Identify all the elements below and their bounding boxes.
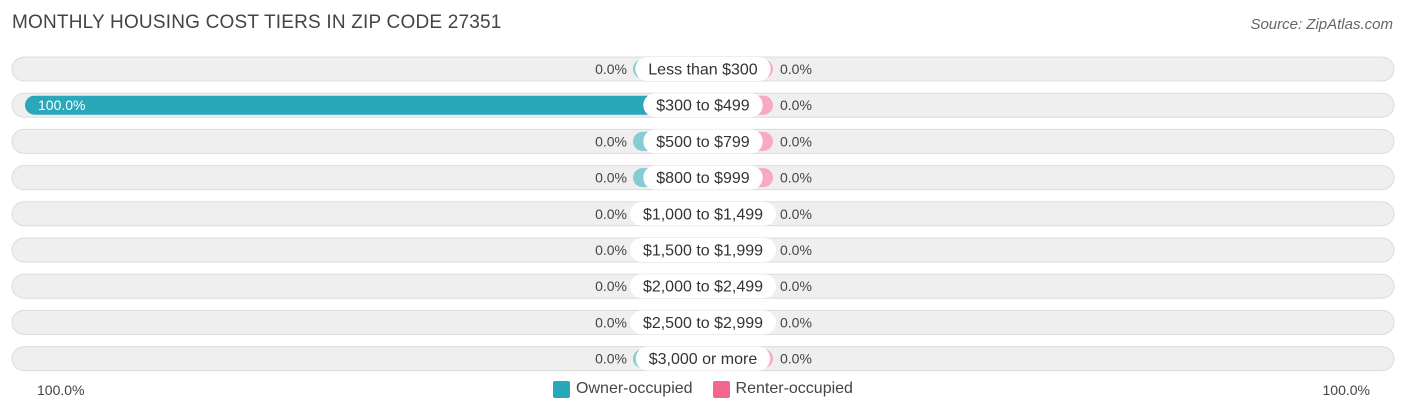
category-label: $1,000 to $1,499 bbox=[643, 206, 763, 223]
category-pill bbox=[629, 274, 777, 299]
category-pill bbox=[629, 238, 777, 262]
value-label-owner: 0.0% bbox=[595, 61, 627, 77]
category-pill bbox=[643, 93, 763, 118]
category-label: $3,000 or more bbox=[649, 351, 758, 368]
value-label-owner: 100.0% bbox=[38, 97, 85, 113]
category-label: $500 to $799 bbox=[656, 134, 750, 151]
category-label: $800 to $999 bbox=[656, 170, 750, 187]
category-label: $2,000 to $2,499 bbox=[643, 279, 763, 296]
category-pill bbox=[643, 129, 763, 154]
value-label-renter: 0.0% bbox=[780, 97, 812, 113]
value-label-renter: 0.0% bbox=[780, 61, 812, 77]
value-label-owner: 0.0% bbox=[595, 314, 627, 330]
axis-left-label: 100.0% bbox=[37, 382, 85, 398]
value-label-owner: 0.0% bbox=[595, 278, 627, 294]
bar-owner bbox=[25, 95, 703, 115]
category-label: $2,500 to $2,999 bbox=[643, 315, 763, 332]
value-label-owner: 0.0% bbox=[595, 351, 627, 367]
category-pill bbox=[635, 346, 771, 371]
value-label-renter: 0.0% bbox=[780, 242, 812, 258]
value-label-owner: 0.0% bbox=[595, 133, 627, 149]
value-label-renter: 0.0% bbox=[780, 278, 812, 294]
legend: Owner-occupied Renter-occupied bbox=[0, 380, 1406, 398]
category-label: $1,500 to $1,999 bbox=[643, 243, 763, 260]
value-label-renter: 0.0% bbox=[780, 314, 812, 330]
value-label-owner: 0.0% bbox=[595, 170, 627, 186]
axis-right-label: 100.0% bbox=[1322, 382, 1370, 398]
category-label: Less than $300 bbox=[648, 62, 758, 79]
category-pill bbox=[629, 201, 777, 226]
chart-title: MONTHLY HOUSING COST TIERS IN ZIP CODE 2… bbox=[12, 12, 502, 33]
category-pill bbox=[629, 310, 777, 335]
legend-label-owner: Owner-occupied bbox=[576, 380, 693, 397]
value-label-owner: 0.0% bbox=[595, 206, 627, 222]
legend-item-renter[interactable]: Renter-occupied bbox=[712, 380, 853, 398]
legend-label-renter: Renter-occupied bbox=[735, 380, 853, 397]
value-label-renter: 0.0% bbox=[780, 206, 812, 222]
value-label-owner: 0.0% bbox=[595, 242, 627, 258]
category-pill bbox=[635, 57, 771, 81]
value-label-renter: 0.0% bbox=[780, 133, 812, 149]
chart-source: Source: ZipAtlas.com bbox=[1250, 16, 1393, 33]
category-label: $300 to $499 bbox=[656, 98, 750, 115]
chart-area: Less than $300 0.0% 0.0% $300 to $499 100.0%… bbox=[11, 56, 1395, 372]
legend-item-owner[interactable]: Owner-occupied bbox=[553, 380, 693, 398]
value-label-renter: 0.0% bbox=[780, 170, 812, 186]
legend-swatch-owner bbox=[553, 380, 571, 398]
value-label-renter: 0.0% bbox=[780, 351, 812, 367]
legend-swatch-renter bbox=[712, 380, 730, 398]
category-pill bbox=[643, 165, 763, 190]
